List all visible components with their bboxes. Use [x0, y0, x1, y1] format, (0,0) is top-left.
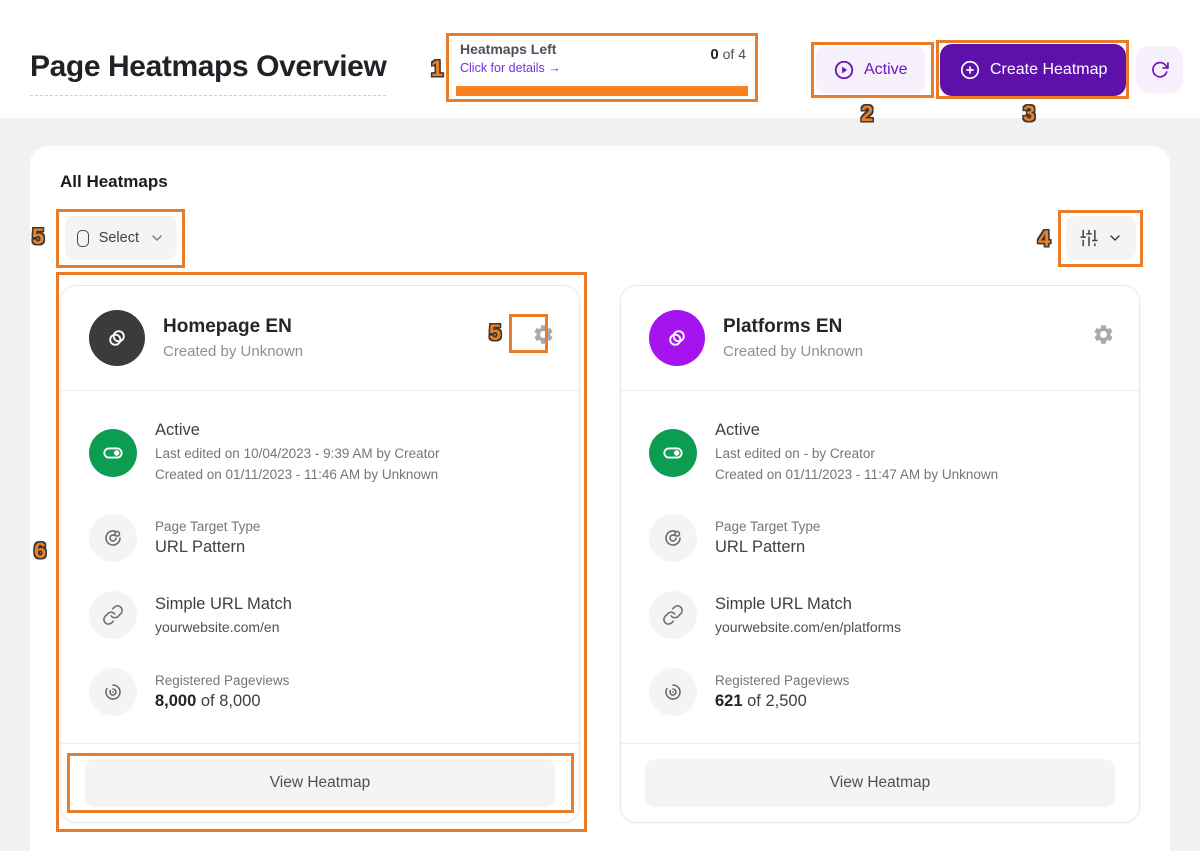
status-value: Active [715, 421, 760, 439]
status-value: Active [155, 421, 200, 439]
target-icon [649, 514, 697, 562]
heatmap-creator: Created by Unknown [723, 343, 864, 360]
page-target-label: Page Target Type [715, 519, 821, 534]
url-match-text-block: Simple URL Match yourwebsite.com/en/plat… [715, 595, 901, 635]
pageviews-text-block: Registered Pageviews 621 of 2,500 [715, 673, 849, 711]
page-title: Page Heatmaps Overview [30, 50, 387, 96]
heatmaps-quota-progress-bar [456, 86, 748, 96]
page-target-row: Page Target Type URL Pattern [89, 514, 551, 562]
gauge-icon [89, 668, 137, 716]
last-edited-text: Last edited on 10/04/2023 - 9:39 AM by C… [155, 446, 440, 461]
select-all-checkbox[interactable] [77, 229, 89, 247]
card-header: Platforms EN Created by Unknown [621, 286, 1139, 391]
card-title-block: Homepage EN Created by Unknown [163, 316, 303, 360]
card-title-block: Platforms EN Created by Unknown [723, 316, 863, 360]
view-heatmap-button[interactable]: View Heatmap [645, 759, 1115, 807]
url-match-row: Simple URL Match yourwebsite.com/en [89, 591, 551, 639]
url-match-value: yourwebsite.com/en [155, 619, 280, 635]
filter-options-dropdown[interactable] [1066, 216, 1136, 260]
plus-circle-icon [959, 59, 981, 81]
created-on-text: Created on 01/11/2023 - 11:47 AM by Unkn… [715, 467, 999, 482]
target-icon [89, 514, 137, 562]
heatmaps-left-count: 0 of 4 [710, 46, 746, 63]
content-background: All Heatmaps Select [0, 118, 1200, 851]
page-target-label: Page Target Type [155, 519, 261, 534]
pageviews-row: Registered Pageviews 8,000 of 8,000 [89, 668, 551, 716]
url-match-label: Simple URL Match [155, 595, 292, 613]
active-filter-label: Active [864, 61, 908, 78]
page-target-row: Page Target Type URL Pattern [649, 514, 1111, 562]
link-icon [649, 591, 697, 639]
card-header: Homepage EN Created by Unknown [61, 286, 579, 391]
pageviews-count: 8,000 [155, 692, 197, 710]
heatmaps-left-count-value: 0 [710, 46, 719, 63]
gear-icon [532, 323, 555, 346]
pageviews-total: of 8,000 [196, 692, 261, 710]
gear-icon [1092, 323, 1115, 346]
card-settings-button[interactable] [532, 323, 555, 346]
pageviews-row: Registered Pageviews 621 of 2,500 [649, 668, 1111, 716]
pageviews-text-block: Registered Pageviews 8,000 of 8,000 [155, 673, 289, 711]
card-settings-button[interactable] [1092, 323, 1115, 346]
play-circle-icon [833, 59, 855, 81]
link-icon [89, 591, 137, 639]
pageviews-value: 621 of 2,500 [715, 692, 849, 711]
heatmap-avatar [649, 310, 705, 366]
chevron-down-icon [149, 230, 165, 246]
card-footer: View Heatmap [61, 743, 579, 822]
heatmap-card-platforms-en: Platforms EN Created by Unknown [620, 285, 1140, 823]
create-heatmap-button[interactable]: Create Heatmap [940, 44, 1127, 96]
page-target-value: URL Pattern [155, 538, 246, 556]
pageviews-label: Registered Pageviews [715, 673, 850, 688]
status-row: Active Last edited on - by Creator Creat… [649, 421, 1111, 485]
all-heatmaps-panel: All Heatmaps Select [30, 146, 1170, 851]
pageviews-value: 8,000 of 8,000 [155, 692, 289, 711]
active-toggle-icon [649, 429, 697, 477]
status-text-block: Active Last edited on - by Creator Creat… [715, 421, 998, 485]
overlapping-circles-icon [664, 325, 690, 351]
sliders-filter-icon [1079, 228, 1099, 248]
status-row: Active Last edited on 10/04/2023 - 9:39 … [89, 421, 551, 485]
page-target-text-block: Page Target Type URL Pattern [155, 519, 260, 557]
select-dropdown[interactable]: Select [65, 216, 177, 260]
refresh-icon [1150, 60, 1170, 80]
active-toggle-icon [89, 429, 137, 477]
url-match-text-block: Simple URL Match yourwebsite.com/en [155, 595, 292, 635]
refresh-button[interactable] [1136, 46, 1183, 93]
create-heatmap-label: Create Heatmap [990, 61, 1108, 78]
overlapping-circles-icon [104, 325, 130, 351]
gauge-icon [649, 668, 697, 716]
active-filter-button[interactable]: Active [816, 46, 925, 94]
heatmaps-left-widget: Heatmaps Left Click for details → 0 of 4 [452, 38, 752, 98]
url-match-value: yourwebsite.com/en/platforms [715, 619, 901, 635]
heatmap-creator: Created by Unknown [163, 343, 304, 360]
top-bar: Page Heatmaps Overview Heatmaps Left Cli… [0, 0, 1200, 118]
heatmap-card-homepage-en: Homepage EN Created by Unknown [60, 285, 580, 823]
chevron-down-icon [1107, 230, 1123, 246]
view-heatmap-button[interactable]: View Heatmap [85, 759, 555, 807]
status-text-block: Active Last edited on 10/04/2023 - 9:39 … [155, 421, 439, 485]
heatmap-name: Platforms EN [723, 316, 843, 337]
card-detail-rows: Active Last edited on 10/04/2023 - 9:39 … [61, 391, 579, 716]
heatmaps-left-count-suffix: of 4 [718, 46, 746, 62]
page-target-text-block: Page Target Type URL Pattern [715, 519, 820, 557]
heatmaps-left-label: Heatmaps Left [460, 41, 557, 57]
click-for-details-link[interactable]: Click for details → [460, 61, 561, 75]
last-edited-text: Last edited on - by Creator [715, 446, 875, 461]
url-match-label: Simple URL Match [715, 595, 852, 613]
select-dropdown-label: Select [98, 230, 139, 246]
heatmap-avatar [89, 310, 145, 366]
pageviews-count: 621 [715, 692, 743, 710]
pageviews-label: Registered Pageviews [155, 673, 290, 688]
url-match-row: Simple URL Match yourwebsite.com/en/plat… [649, 591, 1111, 639]
heatmap-name: Homepage EN [163, 316, 292, 337]
pageviews-total: of 2,500 [742, 692, 807, 710]
panel-title: All Heatmaps [60, 172, 168, 191]
card-detail-rows: Active Last edited on - by Creator Creat… [621, 391, 1139, 716]
created-on-text: Created on 01/11/2023 - 11:46 AM by Unkn… [155, 467, 439, 482]
page-target-value: URL Pattern [715, 538, 806, 556]
card-footer: View Heatmap [621, 743, 1139, 822]
